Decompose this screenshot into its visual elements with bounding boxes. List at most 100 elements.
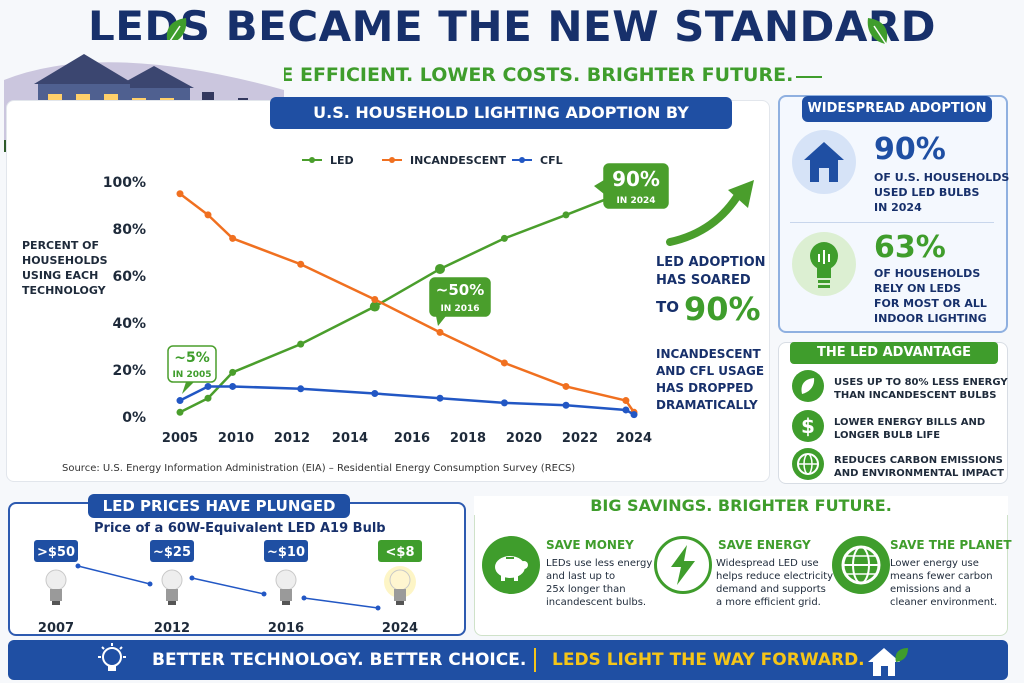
data-point: [176, 190, 184, 198]
data-point: [562, 211, 570, 219]
callout-value: ~50%: [436, 281, 484, 299]
price-value: ~$25: [153, 545, 191, 560]
stat-63: 63%: [874, 230, 946, 265]
data-point: [500, 234, 508, 242]
y-tick-label: 20%: [112, 363, 146, 379]
save-money-text: LEDs use less energy and last up to 25x …: [546, 558, 653, 608]
advantage-item: LOWER ENERGY BILLS AND LONGER BULB LIFE: [834, 417, 986, 441]
banner-right-text: LEDS LIGHT THE WAY FORWARD.: [552, 650, 865, 670]
y-tick-label: 80%: [112, 222, 146, 238]
x-tick-label: 2005: [162, 431, 198, 446]
save-energy-text: Widespread LED use helps reduce electric…: [716, 558, 834, 608]
house-icon: [804, 142, 844, 182]
x-tick-label: 2024: [616, 431, 652, 446]
lightbulb-icon: [384, 566, 416, 605]
data-point: [229, 234, 237, 242]
leaf-icon: [792, 370, 824, 402]
data-point: [204, 211, 212, 219]
lightning-icon: [654, 536, 712, 594]
trend-point: [189, 575, 195, 581]
lightbulb-icon: [45, 569, 67, 605]
lightbulb-icon: [275, 569, 297, 605]
callout-note: IN 2016: [440, 304, 479, 314]
data-point: [176, 397, 184, 405]
year-label: 2024: [382, 621, 418, 636]
data-point: [176, 408, 184, 416]
legend-label: INCANDESCENT: [410, 154, 506, 167]
to-text: TO: [656, 298, 679, 316]
divider: [796, 76, 822, 78]
data-point: [435, 263, 445, 274]
legend-label: LED: [330, 154, 354, 167]
trend-point: [75, 563, 81, 569]
x-tick-label: 2018: [450, 431, 486, 446]
price-tag: [34, 540, 78, 562]
stat-63-desc: OF HOUSEHOLDS RELY ON LEDS FOR MOST OR A…: [874, 267, 987, 325]
callout-value: 90%: [612, 167, 660, 191]
x-tick-label: 2016: [394, 431, 430, 446]
data-point: [229, 382, 237, 390]
callout-pointer: [436, 316, 446, 326]
y-axis-label: PERCENT OF HOUSEHOLDS USING EACH TECHNOL…: [22, 239, 108, 297]
banner-left-text: BETTER TECHNOLOGY. BETTER CHOICE.: [152, 650, 527, 670]
data-point: [562, 401, 570, 409]
trend-point: [147, 581, 153, 587]
trend-point: [301, 595, 307, 601]
legend-swatch: [389, 157, 395, 163]
dropped-text: INCANDESCENT AND CFL USAGE HAS DROPPED D…: [656, 347, 765, 412]
callout-pointer: [182, 382, 194, 394]
data-point: [297, 260, 305, 268]
globe-icon: [792, 448, 824, 480]
lightbulb-icon: [98, 643, 126, 671]
bulb-glass: [389, 569, 411, 591]
stat-90: 90%: [874, 132, 946, 167]
data-point: [371, 296, 379, 303]
data-point: [500, 359, 508, 367]
lightbulb-icon: [161, 569, 183, 605]
trend-point: [375, 605, 381, 611]
x-tick-label: 2014: [332, 431, 368, 446]
legend-swatch: [519, 157, 525, 163]
soared-percent: 90%: [684, 290, 761, 328]
save-money-heading: SAVE MONEY: [546, 538, 634, 552]
data-point: [297, 385, 305, 393]
y-tick-label: 0%: [122, 410, 146, 426]
divider: [534, 648, 536, 672]
prices-panel: [8, 502, 466, 636]
led-soared-text: LED ADOPTION HAS SOARED: [656, 255, 766, 288]
price-value: ~$10: [267, 545, 305, 560]
source-note: Source: U.S. Energy Information Administ…: [62, 463, 576, 474]
y-tick-label: 60%: [112, 269, 146, 285]
callout-box: [429, 277, 491, 317]
house-icon: [868, 648, 908, 676]
lightbulb-icon: [810, 242, 838, 288]
bulb-glass: [45, 569, 67, 591]
price-tag: [378, 540, 422, 562]
year-label: 2016: [268, 621, 304, 636]
y-tick-label: 40%: [112, 316, 146, 332]
bulb-tip: [282, 601, 290, 605]
bulb-base: [280, 589, 292, 601]
stat-90-desc: OF U.S. HOUSEHOLDS USED LED BULBS IN 202…: [874, 171, 1010, 214]
price-tag: [264, 540, 308, 562]
bulb-glass: [275, 569, 297, 591]
data-point: [622, 406, 630, 414]
savings-title: BIG SAVINGS. BRIGHTER FUTURE.: [474, 496, 1008, 515]
callout-note: IN 2024: [616, 196, 655, 206]
year-label: 2007: [38, 621, 74, 636]
data-point: [562, 382, 570, 390]
callout-value: ~5%: [174, 350, 210, 366]
up-arrow-icon: [666, 180, 754, 246]
dollar-icon: $: [792, 410, 824, 442]
series-line-incandescent: [179, 192, 636, 414]
data-point: [204, 382, 212, 390]
bulb-base: [166, 589, 178, 601]
save-planet-heading: SAVE THE PLANET: [890, 538, 1012, 552]
data-point: [436, 328, 444, 336]
divider: [790, 222, 994, 223]
price-tag: [150, 540, 194, 562]
piggy-bank-icon: [482, 536, 540, 594]
price-value: >$50: [37, 545, 75, 560]
